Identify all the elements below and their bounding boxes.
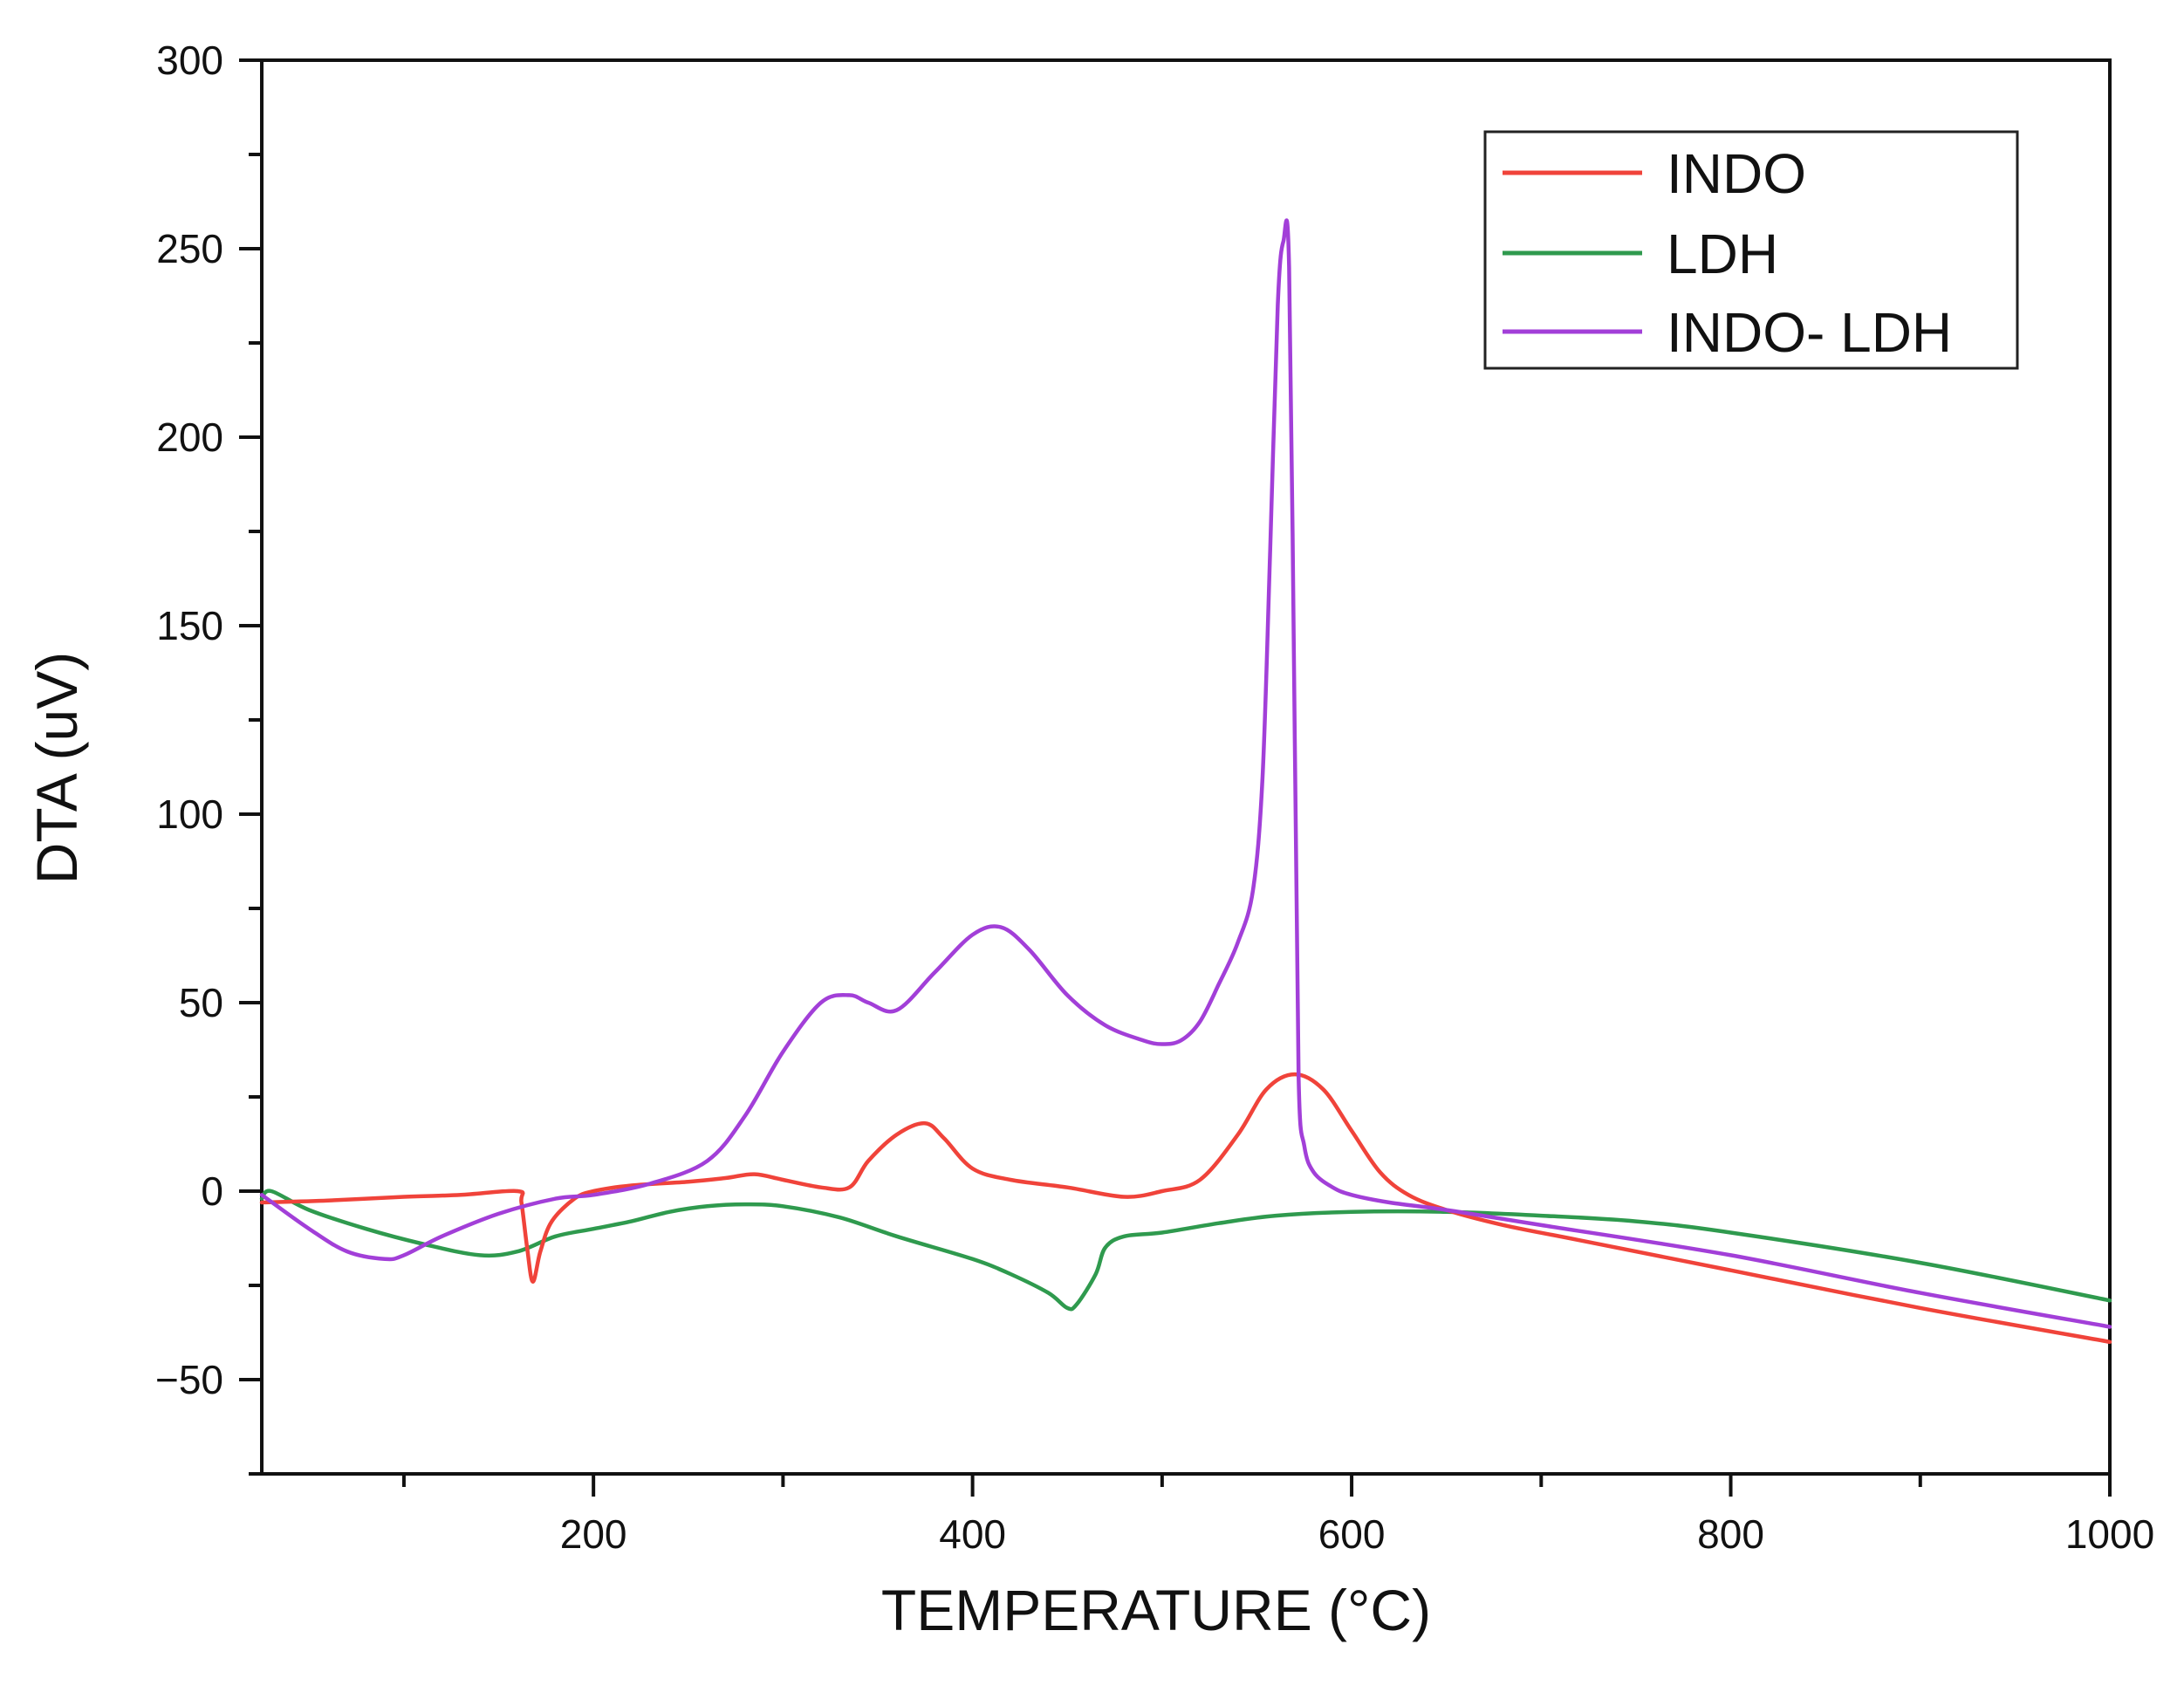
y-tick-label: 150 — [156, 603, 223, 648]
legend: INDO LDH INDO- LDH — [1483, 130, 2019, 370]
x-tick-label: 800 — [1697, 1511, 1764, 1557]
series-line-indo-ldh — [259, 218, 2112, 1329]
y-tick-label: 300 — [156, 38, 223, 83]
y-axis: −50 0 50 100 150 200 250 300 — [155, 38, 262, 1476]
y-tick-label: 250 — [156, 226, 223, 271]
y-axis-title: DTA (uV) — [24, 652, 89, 884]
plot-frame — [260, 58, 2112, 1476]
y-tick-label: 50 — [179, 980, 223, 1025]
x-tick-label: 400 — [939, 1511, 1006, 1557]
y-tick-label: −50 — [155, 1357, 223, 1402]
series-line-ldh — [259, 1189, 2112, 1312]
y-tick-label: 200 — [156, 415, 223, 460]
legend-label-ldh: LDH — [1667, 223, 1778, 285]
legend-label-indo: INDO — [1667, 142, 1806, 205]
y-tick-label: 0 — [201, 1168, 223, 1214]
series-layer — [259, 218, 2112, 1345]
x-axis-title: TEMPERATURE (°C) — [881, 1578, 1431, 1642]
x-tick-label: 600 — [1318, 1511, 1386, 1557]
x-axis: 200 400 600 800 1000 — [401, 1474, 2154, 1557]
y-tick-label: 100 — [156, 791, 223, 837]
legend-label-indo-ldh: INDO- LDH — [1667, 301, 1952, 364]
x-tick-label: 1000 — [2065, 1511, 2154, 1557]
series-line-indo — [259, 1072, 2112, 1345]
x-tick-label: 200 — [560, 1511, 627, 1557]
